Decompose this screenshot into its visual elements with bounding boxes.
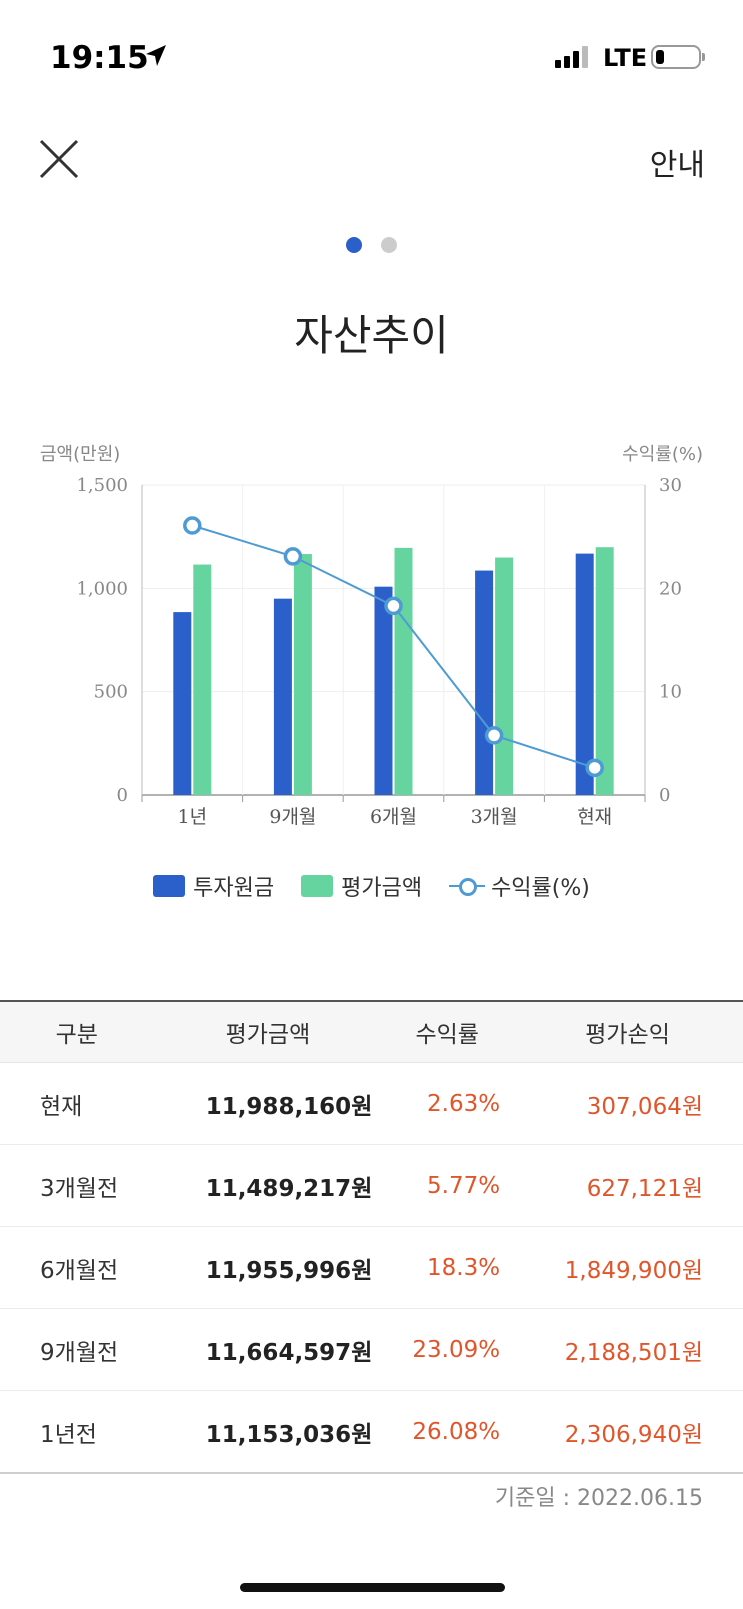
x-tick-label: 3개월 <box>471 806 518 828</box>
bar-invest <box>575 553 594 795</box>
x-tick-label: 현재 <box>577 806 612 828</box>
row-return-rate: 26.08% <box>382 1390 513 1474</box>
page-dot-1[interactable] <box>345 237 362 253</box>
bar-invest <box>273 598 292 795</box>
y-axis-left-label: 금액(만원) <box>40 444 121 465</box>
chart-legend: 투자원금 평가금액 수익률(%) <box>0 870 743 903</box>
row-profit-loss: 627,121원 <box>512 1144 743 1227</box>
network-type: LTE <box>603 44 648 72</box>
y-left-tick-label: 1,500 <box>76 475 128 496</box>
row-category: 3개월전 <box>0 1144 154 1227</box>
status-bar: 19:15 LTE <box>0 0 743 110</box>
asset-summary-table: 구분 평가금액 수익률 평가손익 현재 11,988,160원 2.63% 30… <box>0 1000 743 1474</box>
row-return-rate: 23.09% <box>382 1308 513 1391</box>
header-category: 구분 <box>0 1000 154 1063</box>
return-rate-line <box>192 524 596 769</box>
table-row: 6개월전 11,955,996원 18.3% 1,849,900원 <box>0 1226 743 1309</box>
row-category: 6개월전 <box>0 1226 154 1309</box>
bar-eval <box>193 564 212 795</box>
return-rate-point <box>384 596 403 616</box>
return-rate-point <box>283 547 303 566</box>
base-date: 기준일 : 2022.06.15 <box>494 1486 703 1511</box>
row-category: 1년전 <box>0 1390 154 1474</box>
table-row: 현재 11,988,160원 2.63% 307,064원 <box>0 1062 743 1145</box>
page-indicator <box>0 237 743 257</box>
header-eval-amount: 평가금액 <box>153 1000 383 1063</box>
close-icon[interactable] <box>38 138 80 180</box>
x-tick-label: 1년 <box>178 806 208 828</box>
row-eval-amount: 11,955,996원 <box>153 1226 383 1309</box>
table-row: 1년전 11,153,036원 26.08% 2,306,940원 <box>0 1390 743 1474</box>
return-rate-point <box>585 758 604 778</box>
legend-label-invest: 투자원금 <box>193 876 275 901</box>
page-title: 자산추이 <box>294 311 449 360</box>
bar-invest <box>173 612 192 795</box>
battery-icon <box>651 45 705 69</box>
asset-trend-chart: 0 500 1,000 1,500 0 10 20 30 1년 9개월 6개월 3개월 현재 <box>76 475 682 828</box>
return-rate-point <box>484 726 504 745</box>
row-return-rate: 2.63% <box>382 1062 513 1145</box>
legend-item-invest: 투자원금 <box>153 870 274 902</box>
legend-item-rate: 수익률(%) <box>449 870 590 902</box>
bar-eval <box>595 547 614 795</box>
y-right-tick-label: 10 <box>659 682 682 703</box>
x-tick-label: 6개월 <box>370 806 417 828</box>
table-row: 9개월전 11,664,597원 23.09% 2,188,501원 <box>0 1308 743 1391</box>
legend-swatch-eval <box>301 875 334 897</box>
cellular-signal-icon <box>555 46 588 68</box>
legend-line-marker-icon <box>449 875 486 897</box>
legend-label-rate: 수익률(%) <box>491 876 590 901</box>
home-indicator[interactable] <box>240 1583 505 1592</box>
row-return-rate: 18.3% <box>382 1226 513 1309</box>
row-profit-loss: 307,064원 <box>512 1062 743 1145</box>
header-return-rate: 수익률 <box>382 1000 513 1063</box>
row-category: 9개월전 <box>0 1308 154 1391</box>
return-rate-point <box>183 516 202 535</box>
header-profit-loss: 평가손익 <box>512 1000 743 1063</box>
row-eval-amount: 11,664,597원 <box>153 1308 383 1391</box>
row-eval-amount: 11,988,160원 <box>153 1062 383 1145</box>
bar-eval <box>495 557 514 795</box>
row-profit-loss: 2,306,940원 <box>512 1390 743 1474</box>
bar-eval <box>293 554 312 795</box>
row-profit-loss: 1,849,900원 <box>512 1226 743 1309</box>
status-time: 19:15 <box>50 40 149 76</box>
row-category: 현재 <box>0 1062 154 1145</box>
y-left-tick-label: 0 <box>117 785 128 806</box>
row-eval-amount: 11,489,217원 <box>153 1144 383 1227</box>
y-axis-right-label: 수익률(%) <box>622 444 703 465</box>
y-left-tick-label: 1,000 <box>76 578 128 599</box>
row-profit-loss: 2,188,501원 <box>512 1308 743 1391</box>
legend-label-eval: 평가금액 <box>341 876 423 901</box>
legend-item-eval: 평가금액 <box>301 870 422 902</box>
y-right-tick-label: 30 <box>659 475 682 496</box>
y-left-tick-label: 500 <box>94 682 128 703</box>
row-eval-amount: 11,153,036원 <box>153 1390 383 1474</box>
location-arrow-icon <box>146 45 166 66</box>
x-tick-label: 9개월 <box>269 806 316 828</box>
y-right-tick-label: 20 <box>659 578 682 599</box>
table-row: 3개월전 11,489,217원 5.77% 627,121원 <box>0 1144 743 1227</box>
bar-invest <box>374 586 393 795</box>
y-right-tick-label: 0 <box>659 785 670 806</box>
legend-swatch-invest <box>153 875 186 897</box>
bar-invest <box>475 570 494 795</box>
row-return-rate: 5.77% <box>382 1144 513 1227</box>
page-dot-2[interactable] <box>381 237 398 253</box>
table-header-row: 구분 평가금액 수익률 평가손익 <box>0 1000 743 1063</box>
bar-eval <box>394 547 413 795</box>
info-button[interactable]: 안내 <box>649 148 705 183</box>
